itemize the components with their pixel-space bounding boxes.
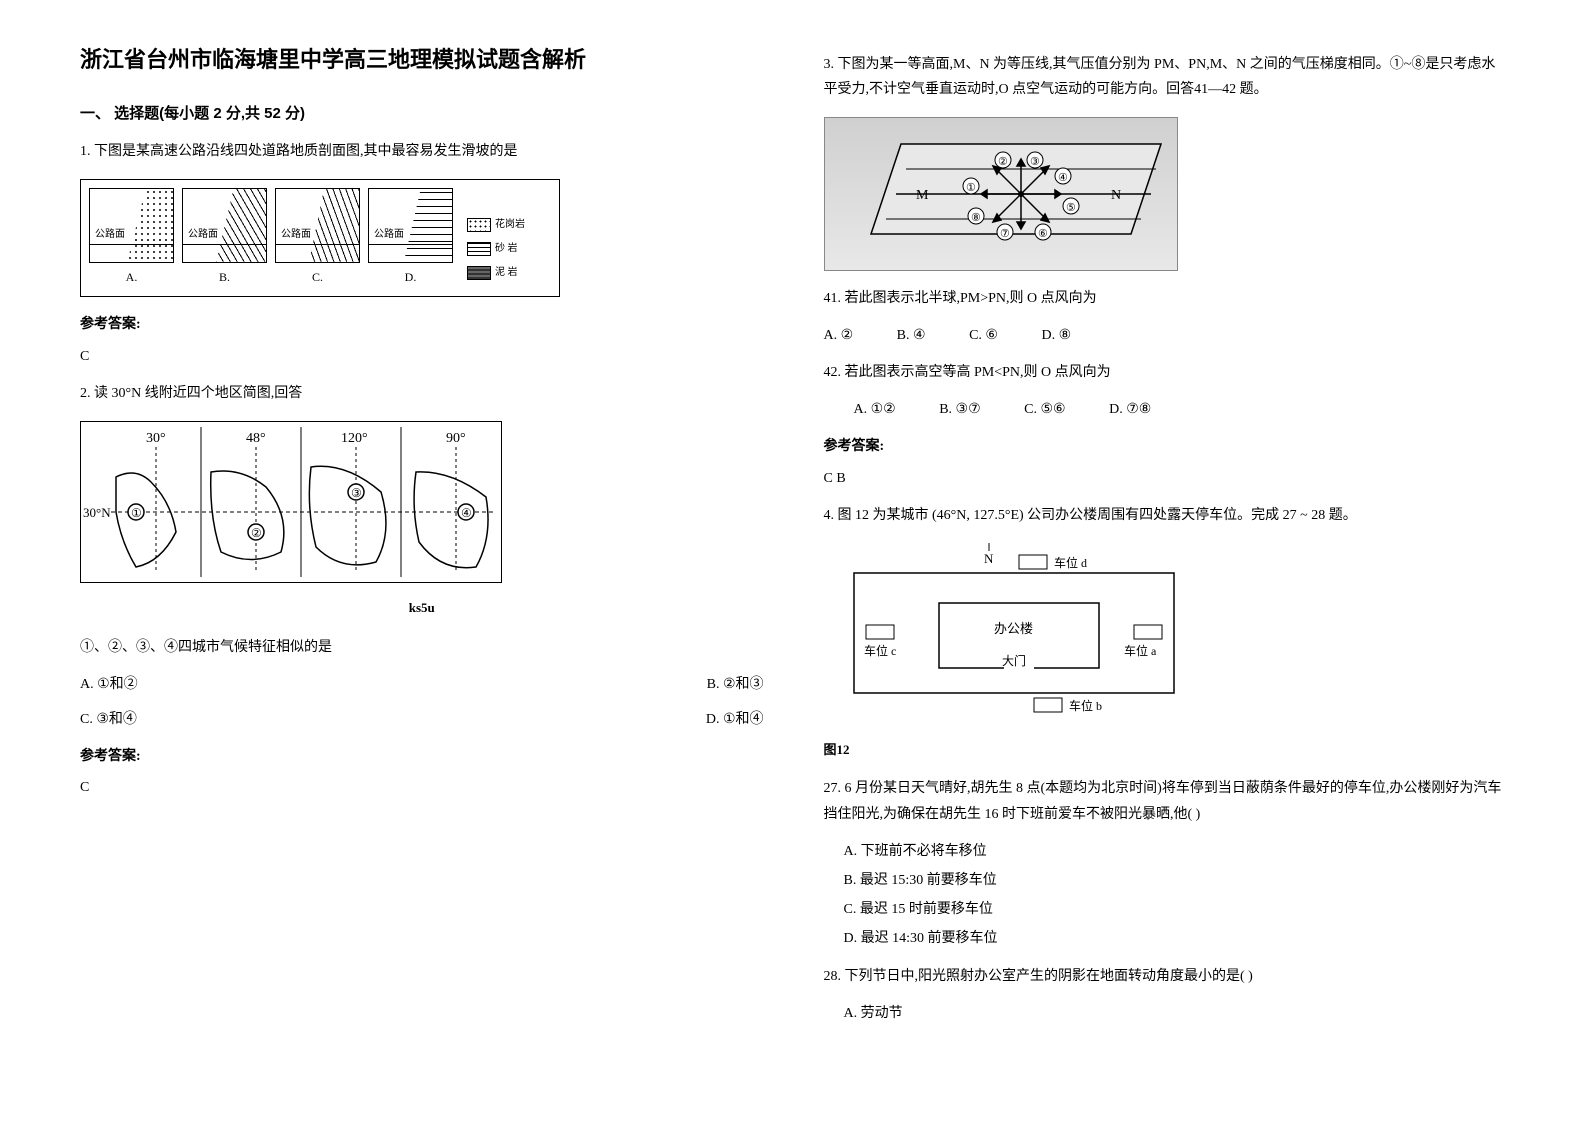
q3-intro: 3. 下图为某一等高面,M、N 为等压线,其气压值分别为 PM、PN,M、N 之… bbox=[824, 52, 1508, 102]
page-title: 浙江省台州市临海塘里中学高三地理模拟试题含解析 bbox=[80, 40, 764, 80]
label-M: M bbox=[916, 188, 929, 203]
lon-1: 30° bbox=[146, 431, 166, 446]
q1-panel-b: 公路面 B. bbox=[182, 188, 267, 289]
spot-d: 车位 d bbox=[1054, 555, 1087, 570]
q2-opt-c: C. ③和④ bbox=[80, 707, 137, 732]
spot-a: 车位 a bbox=[1124, 643, 1157, 658]
q27-opt-d: D. 最迟 14:30 前要移车位 bbox=[824, 926, 1508, 951]
gate-label: 大门 bbox=[1002, 653, 1026, 668]
q42-opt-a: A. ①② bbox=[854, 397, 896, 422]
svg-text:⑧: ⑧ bbox=[971, 212, 981, 224]
q1-legend: 花岗岩 砂 岩 泥 岩 bbox=[461, 210, 551, 288]
q42-text: 42. 若此图表示高空等高 PM<PN,则 O 点风向为 bbox=[824, 360, 1508, 385]
q27-opt-b: B. 最迟 15:30 前要移车位 bbox=[824, 868, 1508, 893]
north-label: N bbox=[984, 551, 994, 566]
lon-3: 120° bbox=[341, 431, 368, 446]
q2-map-label: ks5u bbox=[80, 596, 764, 619]
svg-text:②: ② bbox=[251, 526, 262, 540]
label-N: N bbox=[1111, 188, 1121, 203]
lon-4: 90° bbox=[446, 431, 466, 446]
q42-opt-d: D. ⑦⑧ bbox=[1109, 397, 1151, 422]
q42-options: A. ①② B. ③⑦ C. ⑤⑥ D. ⑦⑧ bbox=[824, 397, 1508, 422]
q2-answer: C bbox=[80, 775, 764, 800]
spot-c: 车位 c bbox=[864, 643, 896, 658]
q2-text: 2. 读 30°N 线附近四个地区简图,回答 bbox=[80, 381, 764, 406]
left-column: 浙江省台州市临海塘里中学高三地理模拟试题含解析 一、 选择题(每小题 2 分,共… bbox=[50, 40, 794, 1030]
q2-figure: 30° 48° 120° 90° 30°N bbox=[80, 421, 764, 620]
q41-opt-a: A. ② bbox=[824, 323, 854, 348]
q2-ref-answer-label: 参考答案: bbox=[80, 744, 764, 769]
q28-opt-a: A. 劳动节 bbox=[824, 1001, 1508, 1026]
svg-text:⑦: ⑦ bbox=[1000, 228, 1010, 240]
q1-panel-d: 公路面 D. bbox=[368, 188, 453, 289]
q2-opt-a: A. ①和② bbox=[80, 672, 138, 697]
q42-opt-b: B. ③⑦ bbox=[939, 397, 980, 422]
section-1-heading: 一、 选择题(每小题 2 分,共 52 分) bbox=[80, 100, 764, 127]
right-column: 3. 下图为某一等高面,M、N 为等压线,其气压值分别为 PM、PN,M、N 之… bbox=[794, 40, 1538, 1030]
spot-b: 车位 b bbox=[1069, 698, 1102, 713]
q1-figure: 公路面 A. 公路面 B. 公路面 bbox=[80, 179, 764, 298]
q27-opt-a: A. 下班前不必将车移位 bbox=[824, 839, 1508, 864]
svg-text:④: ④ bbox=[461, 506, 472, 520]
q41-opt-d: D. ⑧ bbox=[1041, 323, 1071, 348]
q1-ref-answer-label: 参考答案: bbox=[80, 312, 764, 337]
q4-fig-caption: 图12 bbox=[824, 738, 1204, 761]
q42-opt-c: C. ⑤⑥ bbox=[1024, 397, 1065, 422]
q2-opts-row2: C. ③和④ D. ①和④ bbox=[80, 707, 764, 732]
q1-text: 1. 下图是某高速公路沿线四处道路地质剖面图,其中最容易发生滑坡的是 bbox=[80, 139, 764, 164]
q41-options: A. ② B. ④ C. ⑥ D. ⑧ bbox=[824, 323, 1508, 348]
q3-figure: M N ① ② ③ ④ bbox=[824, 117, 1508, 270]
q41-opt-c: C. ⑥ bbox=[969, 323, 998, 348]
svg-text:⑥: ⑥ bbox=[1038, 228, 1048, 240]
q27-text: 27. 6 月份某日天气晴好,胡先生 8 点(本题均为北京时间)将车停到当日蔽荫… bbox=[824, 776, 1508, 826]
q4-intro: 4. 图 12 为某城市 (46°N, 127.5°E) 公司办公楼周围有四处露… bbox=[824, 503, 1508, 528]
svg-text:②: ② bbox=[998, 156, 1008, 168]
office-label: 办公楼 bbox=[994, 621, 1033, 636]
lon-2: 48° bbox=[246, 431, 266, 446]
q1-panel-a: 公路面 A. bbox=[89, 188, 174, 289]
svg-text:①: ① bbox=[966, 182, 976, 194]
q41-opt-b: B. ④ bbox=[897, 323, 926, 348]
q3-answer: C B bbox=[824, 466, 1508, 491]
q28-text: 28. 下列节日中,阳光照射办公室产生的阴影在地面转动角度最小的是( ) bbox=[824, 964, 1508, 989]
svg-text:③: ③ bbox=[1030, 156, 1040, 168]
q1-panel-c: 公路面 C. bbox=[275, 188, 360, 289]
lat-label: 30°N bbox=[83, 505, 111, 520]
svg-text:⑤: ⑤ bbox=[1066, 202, 1076, 214]
q4-figure: N 车位 d 办公楼 大门 车位 c bbox=[824, 543, 1508, 762]
svg-text:③: ③ bbox=[351, 486, 362, 500]
q41-text: 41. 若此图表示北半球,PM>PN,则 O 点风向为 bbox=[824, 286, 1508, 311]
q3-ref-answer-label: 参考答案: bbox=[824, 434, 1508, 459]
svg-text:①: ① bbox=[131, 506, 142, 520]
svg-text:④: ④ bbox=[1058, 172, 1068, 184]
q2-subq: ①、②、③、④四城市气候特征相似的是 bbox=[80, 635, 764, 660]
q2-opt-d: D. ①和④ bbox=[706, 707, 764, 732]
q2-opt-b: B. ②和③ bbox=[707, 672, 764, 697]
q1-answer: C bbox=[80, 344, 764, 369]
q27-opt-c: C. 最迟 15 时前要移车位 bbox=[824, 897, 1508, 922]
q2-opts-row1: A. ①和② B. ②和③ bbox=[80, 672, 764, 697]
